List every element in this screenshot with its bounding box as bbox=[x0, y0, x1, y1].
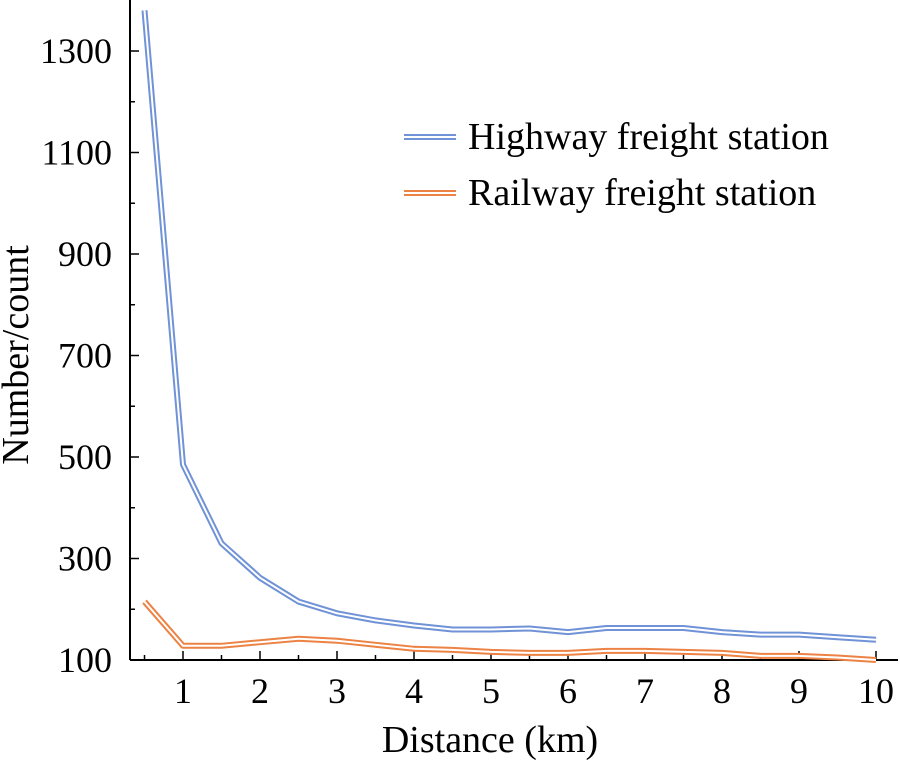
y-tick-label: 700 bbox=[58, 336, 112, 376]
y-tick-label: 1100 bbox=[41, 133, 112, 173]
x-tick-label: 2 bbox=[251, 671, 269, 711]
y-tick-label: 500 bbox=[58, 437, 112, 477]
series-railway bbox=[142, 599, 877, 663]
y-tick-label: 100 bbox=[58, 640, 112, 680]
x-tick-label: 6 bbox=[559, 671, 577, 711]
x-tick-label: 9 bbox=[790, 671, 808, 711]
x-tick-label: 8 bbox=[713, 671, 731, 711]
series-line bbox=[141, 10, 877, 643]
x-tick-label: 10 bbox=[858, 671, 894, 711]
x-tick-label: 1 bbox=[174, 671, 192, 711]
y-tick-label: 300 bbox=[58, 539, 112, 579]
series-layer bbox=[141, 10, 877, 663]
legend: Highway freight station Railway freight s… bbox=[404, 116, 829, 214]
legend-label: Railway freight station bbox=[468, 172, 816, 214]
series-line-inner bbox=[143, 10, 877, 641]
y-tick-label: 1300 bbox=[40, 31, 112, 71]
x-axis-title: Distance (km) bbox=[382, 719, 598, 761]
x-tick-label: 4 bbox=[405, 671, 423, 711]
series-highway bbox=[141, 10, 877, 643]
y-tick-label: 900 bbox=[58, 234, 112, 274]
x-tick-label: 5 bbox=[482, 671, 500, 711]
legend-label: Highway freight station bbox=[468, 116, 829, 158]
y-axis-title: Number/count bbox=[0, 245, 37, 465]
series-line-inner bbox=[143, 600, 877, 661]
axes: 1 2 3 4 5 6 7 8 9 10 100 300 500 700 900 1100 1300 bbox=[40, 0, 898, 711]
x-tick-label: 7 bbox=[636, 671, 654, 711]
x-tick-label: 3 bbox=[328, 671, 346, 711]
